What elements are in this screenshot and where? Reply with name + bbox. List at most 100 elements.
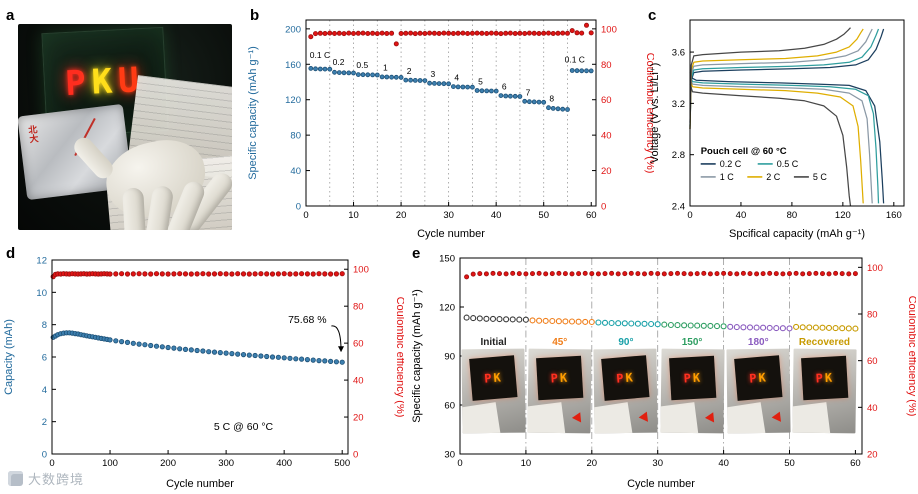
svg-text:6: 6 (42, 353, 47, 364)
inset-led-letter: K (559, 370, 570, 386)
svg-text:50: 50 (538, 210, 549, 221)
watermark-text: 大数跨境 (28, 472, 85, 487)
svg-text:75.68 %: 75.68 % (288, 314, 327, 326)
panel-label-c: c (648, 7, 657, 24)
annotations: 75.68 % 5 C @ 60 °C (214, 314, 345, 433)
panel-label-b: b (250, 7, 260, 24)
svg-text:0: 0 (687, 210, 692, 221)
inset-cell-1: 45° P K (527, 336, 592, 436)
svg-text:40: 40 (290, 166, 301, 177)
svg-text:Voltage (V vs. Li/Li⁺): Voltage (V vs. Li/Li⁺) (649, 63, 661, 164)
series-Specific capacity (308, 66, 594, 112)
svg-text:120: 120 (285, 95, 301, 106)
inset-label: 45° (552, 337, 568, 348)
svg-text:120: 120 (835, 210, 851, 221)
series-Recovered (793, 323, 859, 332)
svg-text:40: 40 (491, 210, 502, 221)
svg-text:Cycle number: Cycle number (166, 478, 234, 490)
svg-text:0.5 C: 0.5 C (777, 159, 799, 169)
series-Coulombic efficiency (50, 271, 345, 280)
inset-label: 150° (681, 337, 703, 348)
bending-cycling-chart: 0 10 20 30 40 50 60 Cycle number 30 60 90 120 150 Spe… (411, 254, 916, 491)
svg-text:7: 7 (526, 87, 531, 97)
svg-text:3.6: 3.6 (672, 48, 685, 59)
legend: Pouch cell @ 60 °C 0.2 C 0.5 C 1 C 2 C 5 C (700, 146, 827, 182)
svg-text:4: 4 (42, 385, 47, 396)
plot-frame (305, 19, 597, 207)
svg-text:40: 40 (353, 376, 364, 387)
svg-text:20: 20 (601, 166, 612, 177)
svg-text:12: 12 (36, 256, 47, 267)
svg-text:5: 5 (478, 77, 483, 87)
svg-text:Capacity (mAh): Capacity (mAh) (3, 319, 15, 395)
inset-led-letter: K (625, 370, 636, 386)
glove-thumb (70, 133, 117, 183)
series-45° (529, 317, 595, 326)
svg-text:2: 2 (42, 417, 47, 428)
svg-text:160: 160 (285, 60, 301, 71)
inset-cell-5: Recovered P K (792, 336, 857, 436)
bend-arrow-icon (639, 411, 653, 425)
inset-led-letter: P (748, 371, 759, 387)
svg-text:4: 4 (454, 73, 459, 83)
svg-text:400: 400 (276, 458, 292, 469)
series-Capacity (50, 330, 345, 365)
x-axis: 0 10 20 30 40 50 60 Cycle number (303, 202, 597, 240)
svg-text:20: 20 (867, 450, 878, 461)
series-Coulombic efficiency (308, 22, 594, 47)
svg-text:3.2: 3.2 (672, 99, 685, 110)
y-axis-right: 0 20 40 60 80 100 Coulombic efficiency (%) (592, 24, 654, 213)
inset-led-letter: K (492, 370, 504, 386)
svg-text:Specific capacity (mAh g⁻¹): Specific capacity (mAh g⁻¹) (411, 289, 423, 423)
x-axis: 0 40 80 120 160 Spcifical capacity (mAh g⁻¹) (687, 202, 902, 240)
series-0.5 C (689, 28, 880, 204)
svg-text:5 C @ 60 °C: 5 C @ 60 °C (214, 421, 274, 433)
plot-frame (689, 19, 905, 207)
svg-text:Specific capacity (mAh g⁻¹): Specific capacity (mAh g⁻¹) (247, 46, 259, 180)
svg-text:40: 40 (718, 458, 729, 469)
bend-arrow-icon (572, 412, 586, 426)
svg-text:150: 150 (439, 254, 455, 265)
svg-text:90: 90 (444, 352, 455, 363)
panel-label-e: e (412, 245, 421, 262)
svg-text:0.5: 0.5 (356, 60, 368, 70)
inset-cell-2: 90° P K (593, 336, 659, 436)
svg-text:300: 300 (218, 458, 234, 469)
svg-text:80: 80 (867, 310, 878, 321)
inset-label: 90° (618, 337, 634, 348)
svg-text:6: 6 (502, 82, 507, 92)
y-axis-left: 0 2 4 6 8 10 12 Capacity (mAh) (3, 256, 56, 461)
led-letter: K (90, 61, 120, 103)
svg-text:80: 80 (290, 131, 301, 142)
svg-text:500: 500 (334, 458, 350, 469)
series-2 C (689, 28, 864, 204)
svg-text:80: 80 (601, 60, 612, 71)
svg-text:100: 100 (601, 24, 617, 35)
svg-text:Spcifical capacity (mAh g⁻¹): Spcifical capacity (mAh g⁻¹) (729, 228, 865, 240)
series-1 C (689, 28, 873, 204)
series-Coulombic efficiency (464, 270, 858, 280)
svg-text:100: 100 (867, 263, 883, 274)
series-0.2 C (689, 28, 885, 204)
svg-text:10: 10 (521, 458, 532, 469)
y-axis-right: 0 20 40 60 80 100 Coulombic efficiency (%) (344, 265, 404, 461)
bend-arrow-icon (771, 411, 785, 425)
inset-led-letter: K (691, 370, 702, 386)
svg-text:60: 60 (444, 401, 455, 412)
gloved-hand (70, 128, 232, 230)
svg-text:2.8: 2.8 (672, 150, 685, 161)
series-150° (661, 321, 727, 330)
series-Initial (463, 314, 529, 323)
svg-text:10: 10 (348, 210, 359, 221)
svg-text:0.1 C: 0.1 C (565, 55, 585, 65)
svg-text:1: 1 (383, 62, 388, 72)
svg-text:200: 200 (285, 24, 301, 35)
